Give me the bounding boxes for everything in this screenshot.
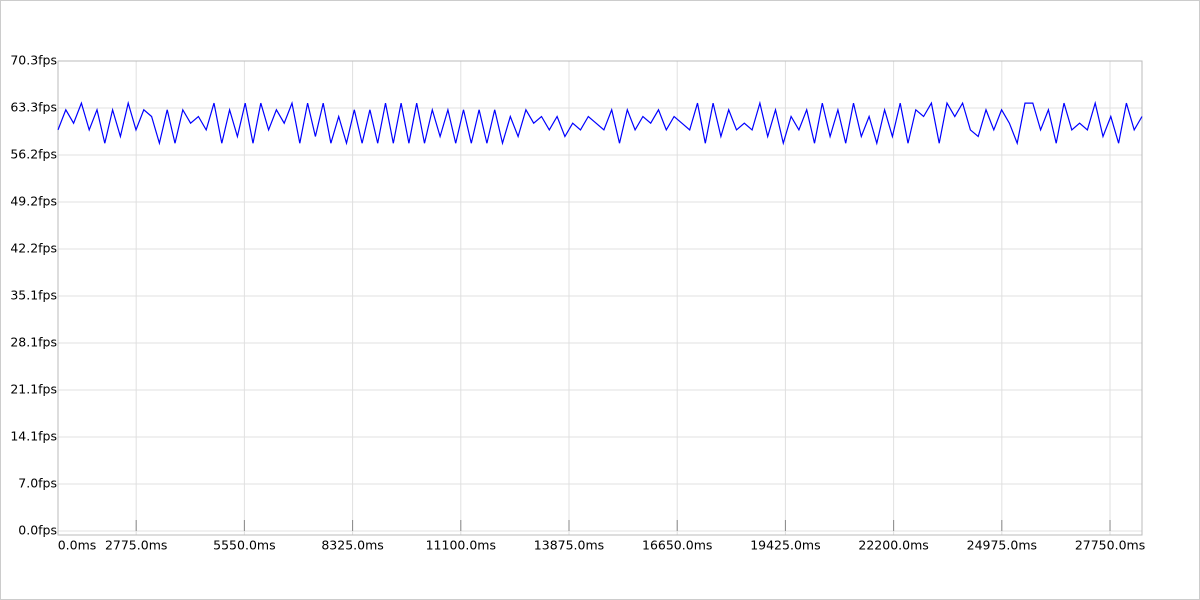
y-tick-label: 49.2fps [10,194,57,209]
x-tick-label: 13875.0ms [534,538,604,553]
x-tick-label: 0.0ms [58,538,97,553]
x-tick-label: 5550.0ms [213,538,275,553]
y-tick-label: 21.1fps [10,382,57,397]
x-tick-label: 19425.0ms [750,538,820,553]
y-tick-label: 28.1fps [10,335,57,350]
x-tick-label: 16650.0ms [642,538,712,553]
y-tick-label: 63.3fps [10,100,57,115]
y-tick-label: 42.2fps [10,241,57,256]
x-tick-label: 2775.0ms [105,538,167,553]
x-tick-label: 11100.0ms [426,538,496,553]
plot-border [57,60,1143,536]
x-tick-label: 24975.0ms [967,538,1037,553]
fps-line [57,100,1143,146]
x-tick-label: 8325.0ms [321,538,383,553]
y-tick-label: 35.1fps [10,288,57,303]
y-tick-label: 7.0fps [18,476,57,491]
x-tick-label: 27750.0ms [1075,538,1145,553]
y-tick-label: 56.2fps [10,147,57,162]
y-tick-label: 70.3fps [10,53,57,68]
y-tick-label: 0.0fps [18,523,57,538]
y-tick-label: 14.1fps [10,429,57,444]
x-tick-label: 22200.0ms [858,538,928,553]
